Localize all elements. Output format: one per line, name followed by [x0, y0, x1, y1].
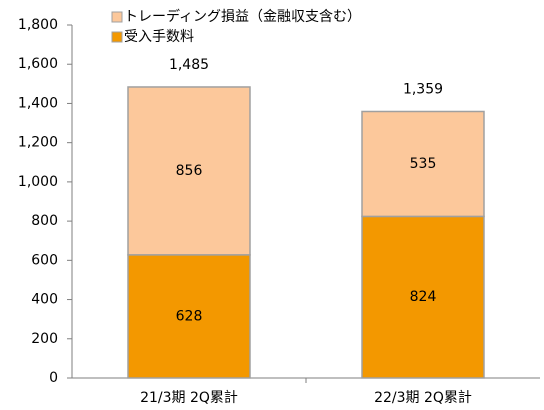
legend-label: トレーディング損益（金融収支含む） — [124, 8, 361, 25]
y-tick-label: 600 — [31, 252, 58, 268]
y-tick-label: 0 — [49, 370, 58, 386]
bar-segment — [361, 110, 485, 218]
x-tick-label: 21/3期 2Q累計 — [140, 390, 238, 406]
total-label: 1,359 — [403, 81, 443, 97]
bar-segment — [127, 254, 251, 379]
y-tick-label: 400 — [31, 292, 58, 308]
legend-label: 受入手数料 — [124, 29, 194, 45]
data-label: 535 — [410, 156, 437, 172]
data-label: 824 — [410, 289, 437, 305]
x-tick-label: 22/3期 2Q累計 — [374, 390, 472, 406]
y-tick-label: 1,200 — [18, 135, 58, 151]
data-label: 856 — [176, 163, 203, 179]
y-tick-label: 200 — [31, 331, 58, 347]
bar-segment — [127, 86, 251, 256]
y-tick-label: 800 — [31, 213, 58, 229]
bar-segment — [361, 215, 485, 379]
legend-swatch — [111, 11, 123, 23]
legend-swatch — [111, 31, 123, 43]
data-label: 628 — [176, 308, 203, 324]
y-tick-label: 1,800 — [18, 17, 58, 33]
y-tick-label: 1,400 — [18, 95, 58, 111]
y-tick-label: 1,600 — [18, 56, 58, 72]
total-label: 1,485 — [169, 57, 209, 73]
y-tick-label: 1,000 — [18, 174, 58, 190]
